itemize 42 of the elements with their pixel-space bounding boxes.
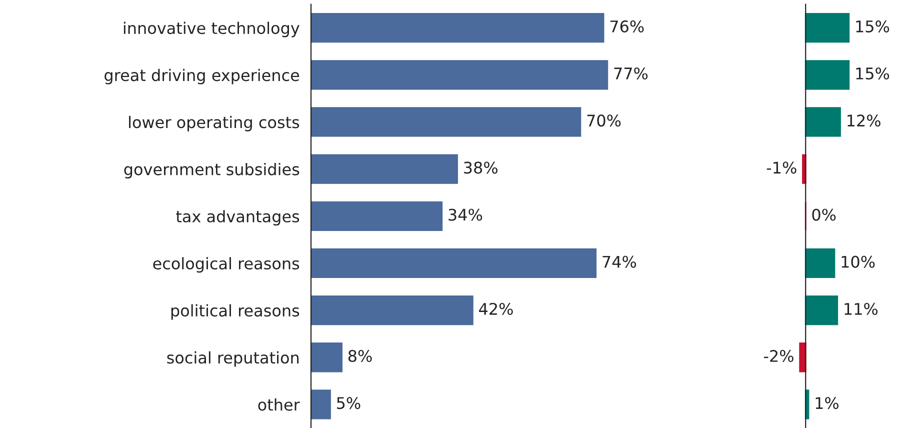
y-tick-label: innovative technology <box>124 22 300 38</box>
y-tick-label: government subsidies <box>124 162 300 178</box>
bar <box>804 295 838 326</box>
bar <box>804 107 841 137</box>
data-label: 15% <box>856 67 890 80</box>
data-label: 12% <box>848 114 880 127</box>
data-label: 15% <box>856 20 890 32</box>
data-label: 76% <box>610 20 644 32</box>
bar <box>311 295 474 326</box>
data-label: 74% <box>602 256 636 268</box>
data-label: 38% <box>464 162 498 174</box>
bar <box>311 107 582 137</box>
bar <box>311 60 608 90</box>
data-label: 0% <box>812 208 836 221</box>
data-label: 1% <box>816 397 839 410</box>
data-label: -2% <box>764 350 794 362</box>
data-label: 42% <box>479 302 513 315</box>
data-label: 5% <box>337 397 360 410</box>
y-tick-label: social reputation <box>167 351 299 367</box>
bar <box>804 248 836 278</box>
bar <box>311 201 443 231</box>
data-label: 70% <box>587 114 621 127</box>
bar <box>311 13 604 43</box>
y-tick-label: political reasons <box>171 304 300 320</box>
bar <box>804 60 850 90</box>
data-label: 34% <box>448 208 482 221</box>
bar <box>799 342 806 372</box>
data-label: 8% <box>348 350 372 362</box>
bar <box>311 248 597 278</box>
bar <box>311 342 342 372</box>
y-tick-label: other <box>258 398 300 411</box>
bar <box>804 13 850 43</box>
data-label: 77% <box>614 67 648 80</box>
y-tick-label: ecological reasons <box>153 257 300 273</box>
y-tick-label: tax advantages <box>176 210 300 226</box>
data-label: 10% <box>842 256 875 268</box>
bar <box>311 390 331 420</box>
data-label: -1% <box>766 162 796 174</box>
data-label: 11% <box>844 302 878 315</box>
y-tick-label: great driving experience <box>104 68 300 84</box>
bar <box>311 154 458 184</box>
y-tick-label: lower operating costs <box>129 116 300 132</box>
